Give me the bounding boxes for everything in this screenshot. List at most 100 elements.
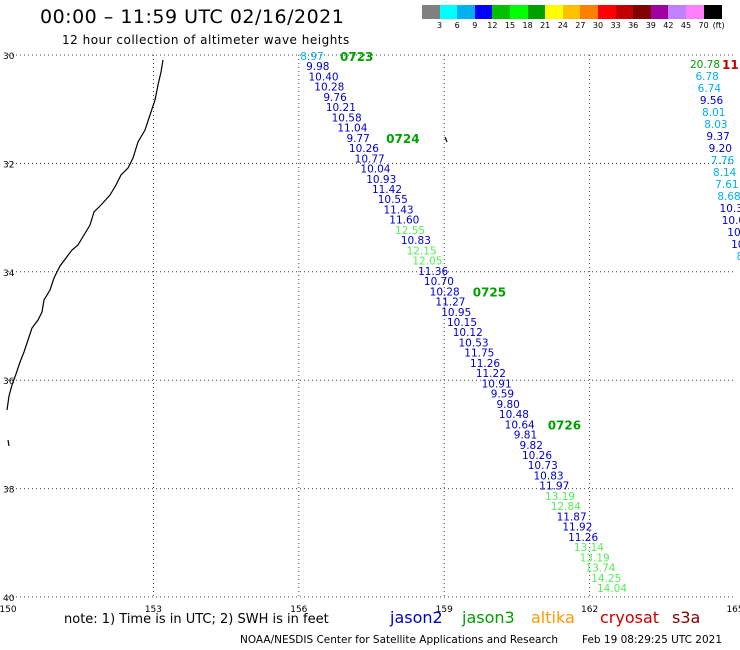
wave-height-label: 10.73 xyxy=(528,460,558,472)
track-time-label: 11 xyxy=(722,58,739,72)
wave-height-label: 10.15 xyxy=(447,317,477,329)
lat-label: 30 xyxy=(3,52,15,62)
wave-height-label: 8.01 xyxy=(702,107,725,119)
satellite-legend-cryosat: cryosat xyxy=(600,608,660,627)
colorbar-label: 15 xyxy=(504,21,516,30)
colorbar-unit: (ft) xyxy=(712,21,725,30)
lat-label: 34 xyxy=(3,269,15,279)
coastline-fragment xyxy=(7,439,10,447)
colorbar-swatch xyxy=(457,5,476,19)
lat-label: 36 xyxy=(3,377,15,387)
wave-height-label: 8.97 xyxy=(300,51,323,63)
lon-label: 153 xyxy=(145,605,162,615)
colorbar-label: 21 xyxy=(540,21,551,30)
colorbar-label: 3 xyxy=(437,21,443,30)
wave-height-label: 12.05 xyxy=(412,256,442,268)
wave-height-label: 11.26 xyxy=(470,358,500,370)
wave-height-label: 6.74 xyxy=(698,83,722,95)
lon-label: 150 xyxy=(0,605,17,615)
wave-height-label: 11.43 xyxy=(384,204,414,216)
wave-height-label: 8.68 xyxy=(717,191,740,203)
lat-label: 40 xyxy=(3,594,15,604)
lon-label: 165 xyxy=(726,605,740,615)
colorbar-swatch xyxy=(492,5,511,19)
wave-height-label: 10.83 xyxy=(534,470,564,482)
wave-height-label: 10.70 xyxy=(424,276,454,288)
wave-height-label: 10.28 xyxy=(314,82,344,94)
wave-height-label: 11.42 xyxy=(372,184,402,196)
lat-label: 38 xyxy=(3,486,15,496)
footer-note: note: 1) Time is in UTC; 2) SWH is in fe… xyxy=(64,612,329,627)
wave-height-label: 12.55 xyxy=(395,225,425,237)
wave-height-label: 11.26 xyxy=(568,532,598,544)
wave-height-label: 10.26 xyxy=(349,143,379,155)
lat-lon-grid xyxy=(8,54,735,598)
colorbar-label: 9 xyxy=(472,21,478,30)
lon-label: 159 xyxy=(436,605,453,615)
wave-height-label: 13.74 xyxy=(585,563,615,575)
colorbar-swatch xyxy=(545,5,564,19)
wave-height-label: 9.82 xyxy=(520,440,543,452)
wave-height-label: 10.40 xyxy=(309,71,339,83)
colorbar-swatch xyxy=(686,5,704,19)
wave-height-label: 7.61 xyxy=(715,179,738,191)
wave-height-label: 10.93 xyxy=(366,174,396,186)
wave-height-label: 8 xyxy=(737,251,740,263)
wave-height-label: 11.04 xyxy=(337,123,367,135)
wave-height-label: 9.76 xyxy=(323,92,347,104)
wave-height-label: 10.91 xyxy=(482,378,512,390)
wave-height-label: 11.97 xyxy=(539,481,569,493)
wave-height-label: 10.48 xyxy=(499,409,529,421)
wave-height-label: 14.04 xyxy=(597,583,627,595)
track-time-label: 0726 xyxy=(548,418,581,432)
wave-height-label: 9.20 xyxy=(709,143,732,155)
track-time-label: 0723 xyxy=(340,50,373,64)
colorbar-swatch xyxy=(510,5,528,19)
wave-height-label: 11.75 xyxy=(464,348,494,360)
footer-credit: NOAA/NESDIS Center for Satellite Applica… xyxy=(240,634,558,646)
wave-height-label: 10.21 xyxy=(326,102,356,114)
wave-height-label: 10.28 xyxy=(430,286,460,298)
wave-height-label: 10.95 xyxy=(441,307,471,319)
wave-height-label: 10.53 xyxy=(459,337,489,349)
wave-height-label: 10.04 xyxy=(360,164,390,176)
wave-height-label: 10.55 xyxy=(378,194,408,206)
colorbar-swatch xyxy=(633,5,652,19)
colorbar-swatch xyxy=(580,5,599,19)
wave-height-label: 10.58 xyxy=(332,112,362,124)
wave-height-label: 6.78 xyxy=(695,71,718,83)
colorbar-swatch xyxy=(439,5,458,19)
colorbar-label: 33 xyxy=(610,21,621,30)
wave-height-label: 11.92 xyxy=(562,522,592,534)
satellite-legend-altika: altika xyxy=(531,608,575,627)
wave-height-label: 10.77 xyxy=(355,153,385,165)
satellite-legend-jason2: jason2 xyxy=(390,608,443,627)
wave-height-label: 10.64 xyxy=(505,419,535,431)
colorbar-label: 45 xyxy=(680,21,692,30)
colorbar-swatch xyxy=(474,5,493,19)
wave-height-label: 13.19 xyxy=(580,552,610,564)
colorbar-label: 24 xyxy=(557,21,568,30)
wave-height-label: 12.15 xyxy=(407,245,437,257)
wave-height-label: 10.26 xyxy=(522,450,552,462)
wave-height-label: 8.03 xyxy=(704,119,727,131)
colorbar-label: 30 xyxy=(592,21,604,30)
map-subtitle: 12 hour collection of altimeter wave hei… xyxy=(62,33,350,47)
wave-height-label: 9.77 xyxy=(346,133,369,145)
colorbar-swatch xyxy=(598,5,616,19)
colorbar-swatch xyxy=(650,5,669,19)
colorbar-swatch xyxy=(668,5,687,19)
colorbar-label: 12 xyxy=(487,21,498,30)
satellite-legend-s3a: s3a xyxy=(672,608,701,627)
satellite-legend-jason3: jason3 xyxy=(462,608,515,627)
wave-height-label: 10.0 xyxy=(722,215,740,227)
colorbar-label: 70 xyxy=(698,21,709,30)
colorbar-swatch xyxy=(422,5,440,19)
wave-height-label: 11.36 xyxy=(418,266,448,278)
lat-label: 32 xyxy=(3,160,14,170)
wave-height-label: 9.37 xyxy=(706,131,729,143)
track-time-label: 0725 xyxy=(473,285,506,299)
colorbar-label: 42 xyxy=(663,21,674,30)
colorbar-label: 6 xyxy=(454,21,460,30)
